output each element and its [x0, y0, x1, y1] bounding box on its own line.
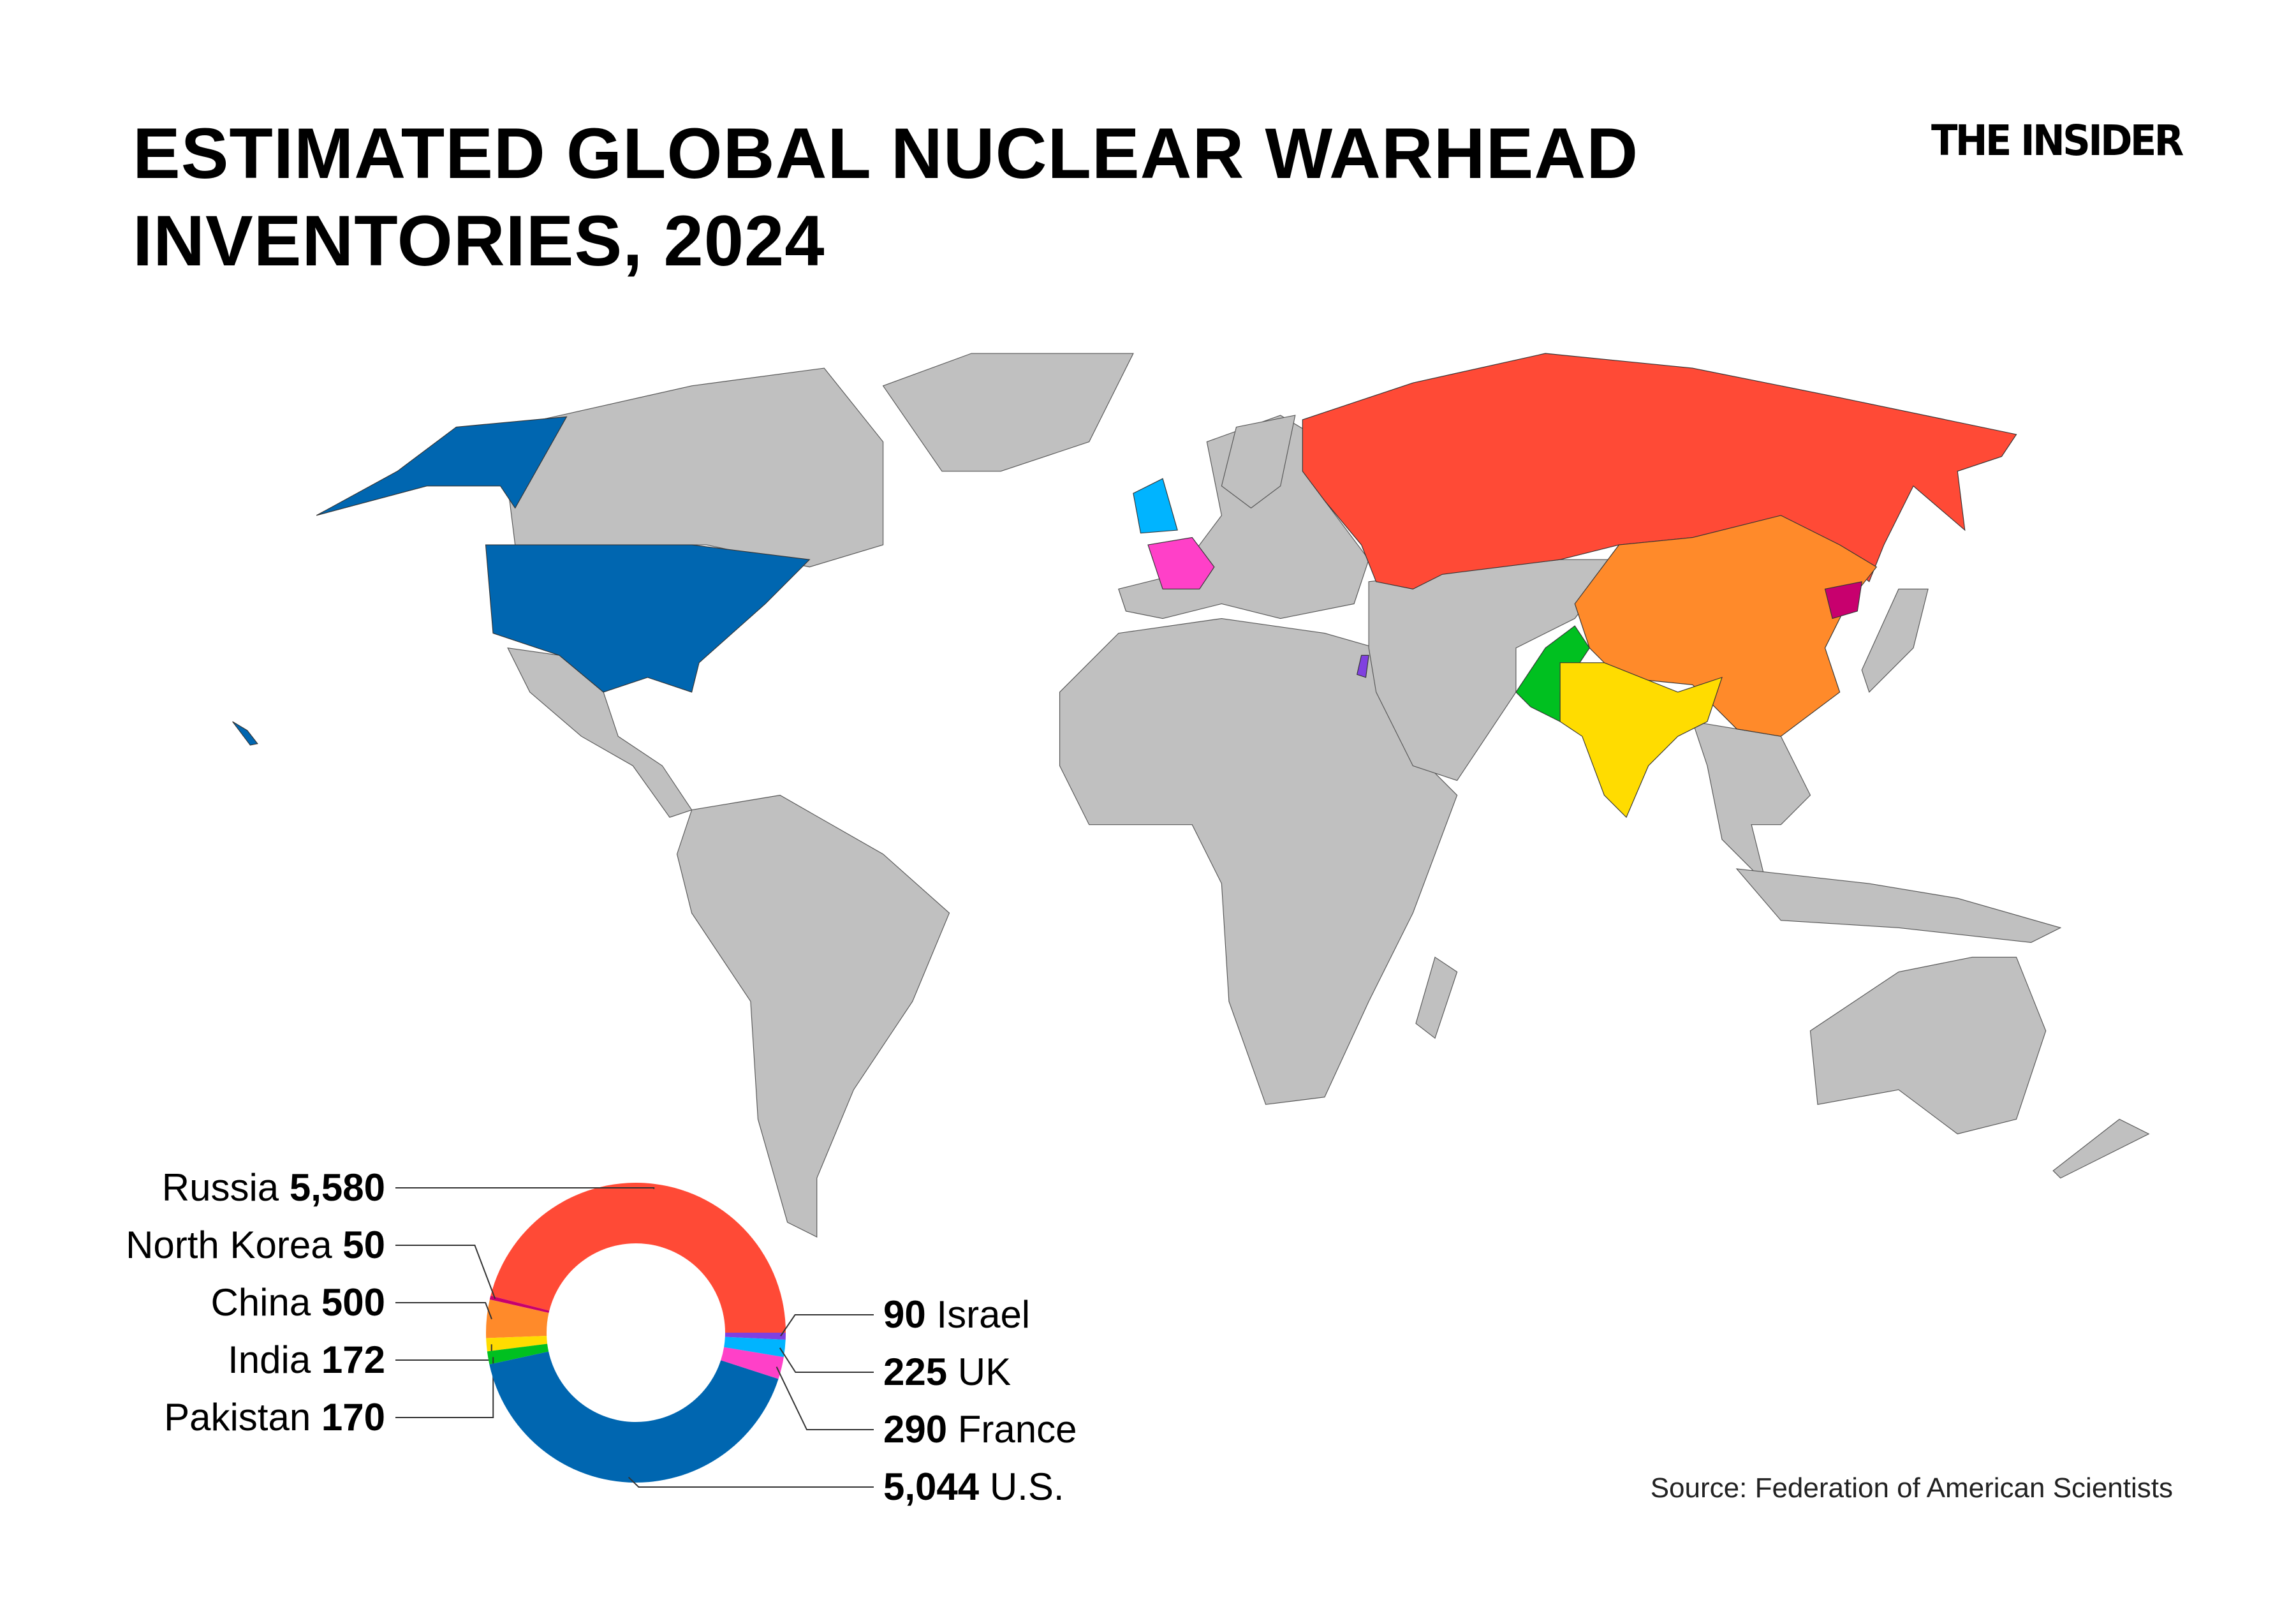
label-china: China 500: [210, 1281, 385, 1324]
country-north-korea: [1824, 581, 1862, 619]
leader-line-france: [776, 1366, 874, 1430]
label-france: 290 France: [883, 1408, 1077, 1451]
source-note: Source: Federation of American Scientist…: [1650, 1472, 2173, 1504]
donut-slice-pakistan: [487, 1344, 549, 1365]
country-russia: [1302, 353, 2017, 589]
page-title: ESTIMATED GLOBAL NUCLEAR WARHEAD INVENTO…: [133, 110, 1727, 285]
land-new-zealand: [2052, 1118, 2150, 1179]
donut-slice-china: [486, 1299, 549, 1338]
land-australia: [1809, 956, 2047, 1135]
donut-slice-israel: [725, 1333, 786, 1340]
land-greenland: [882, 353, 1134, 472]
land-africa: [1059, 618, 1458, 1105]
title-line-1: ESTIMATED GLOBAL NUCLEAR WARHEAD: [133, 114, 1639, 193]
label-north-korea: North Korea 50: [126, 1224, 385, 1266]
label-israel: 90 Israel: [883, 1293, 1031, 1336]
country-israel: [1357, 655, 1369, 678]
country-france: [1147, 537, 1215, 589]
leader-line-israel: [780, 1314, 874, 1336]
country-alaska: [316, 416, 568, 516]
land-scandinavia: [1221, 415, 1296, 509]
donut-slice-uk: [724, 1336, 786, 1358]
title-line-2: INVENTORIES, 2024: [133, 201, 825, 281]
label-russia: Russia 5,580: [161, 1166, 385, 1209]
label-us: 5,044 U.S.: [883, 1465, 1064, 1508]
land-japan: [1861, 588, 1929, 693]
land-indonesia: [1735, 868, 2062, 943]
land-south-america: [676, 794, 950, 1238]
land-canada: [507, 367, 884, 568]
label-india: India 172: [228, 1338, 385, 1381]
leader-line-u-s: [628, 1476, 874, 1488]
donut-slice-russia: [490, 1182, 786, 1333]
donut-slice-north-korea: [489, 1296, 550, 1314]
donut-slice-u-s: [489, 1351, 779, 1483]
label-pakistan: Pakistan 170: [164, 1396, 385, 1439]
leader-line-russia: [395, 1187, 655, 1189]
leader-line-uk: [779, 1347, 874, 1373]
country-uk: [1133, 478, 1178, 534]
land-madagascar: [1415, 956, 1458, 1039]
land-southeast-asia: [1691, 721, 1811, 885]
leader-line-india: [395, 1344, 492, 1361]
donut-slice-india: [486, 1336, 548, 1352]
leader-line-pakistan: [395, 1357, 494, 1418]
leader-line-china: [395, 1302, 492, 1320]
donut-slice-france: [721, 1347, 784, 1379]
leader-line-north-korea: [395, 1245, 496, 1299]
country-india: [1559, 662, 1723, 818]
label-uk: 225 UK: [883, 1351, 1012, 1393]
country-hawaii: [232, 721, 258, 746]
the-insider-logo: THE INSIDER: [1931, 116, 2184, 165]
country-us: [485, 544, 811, 693]
